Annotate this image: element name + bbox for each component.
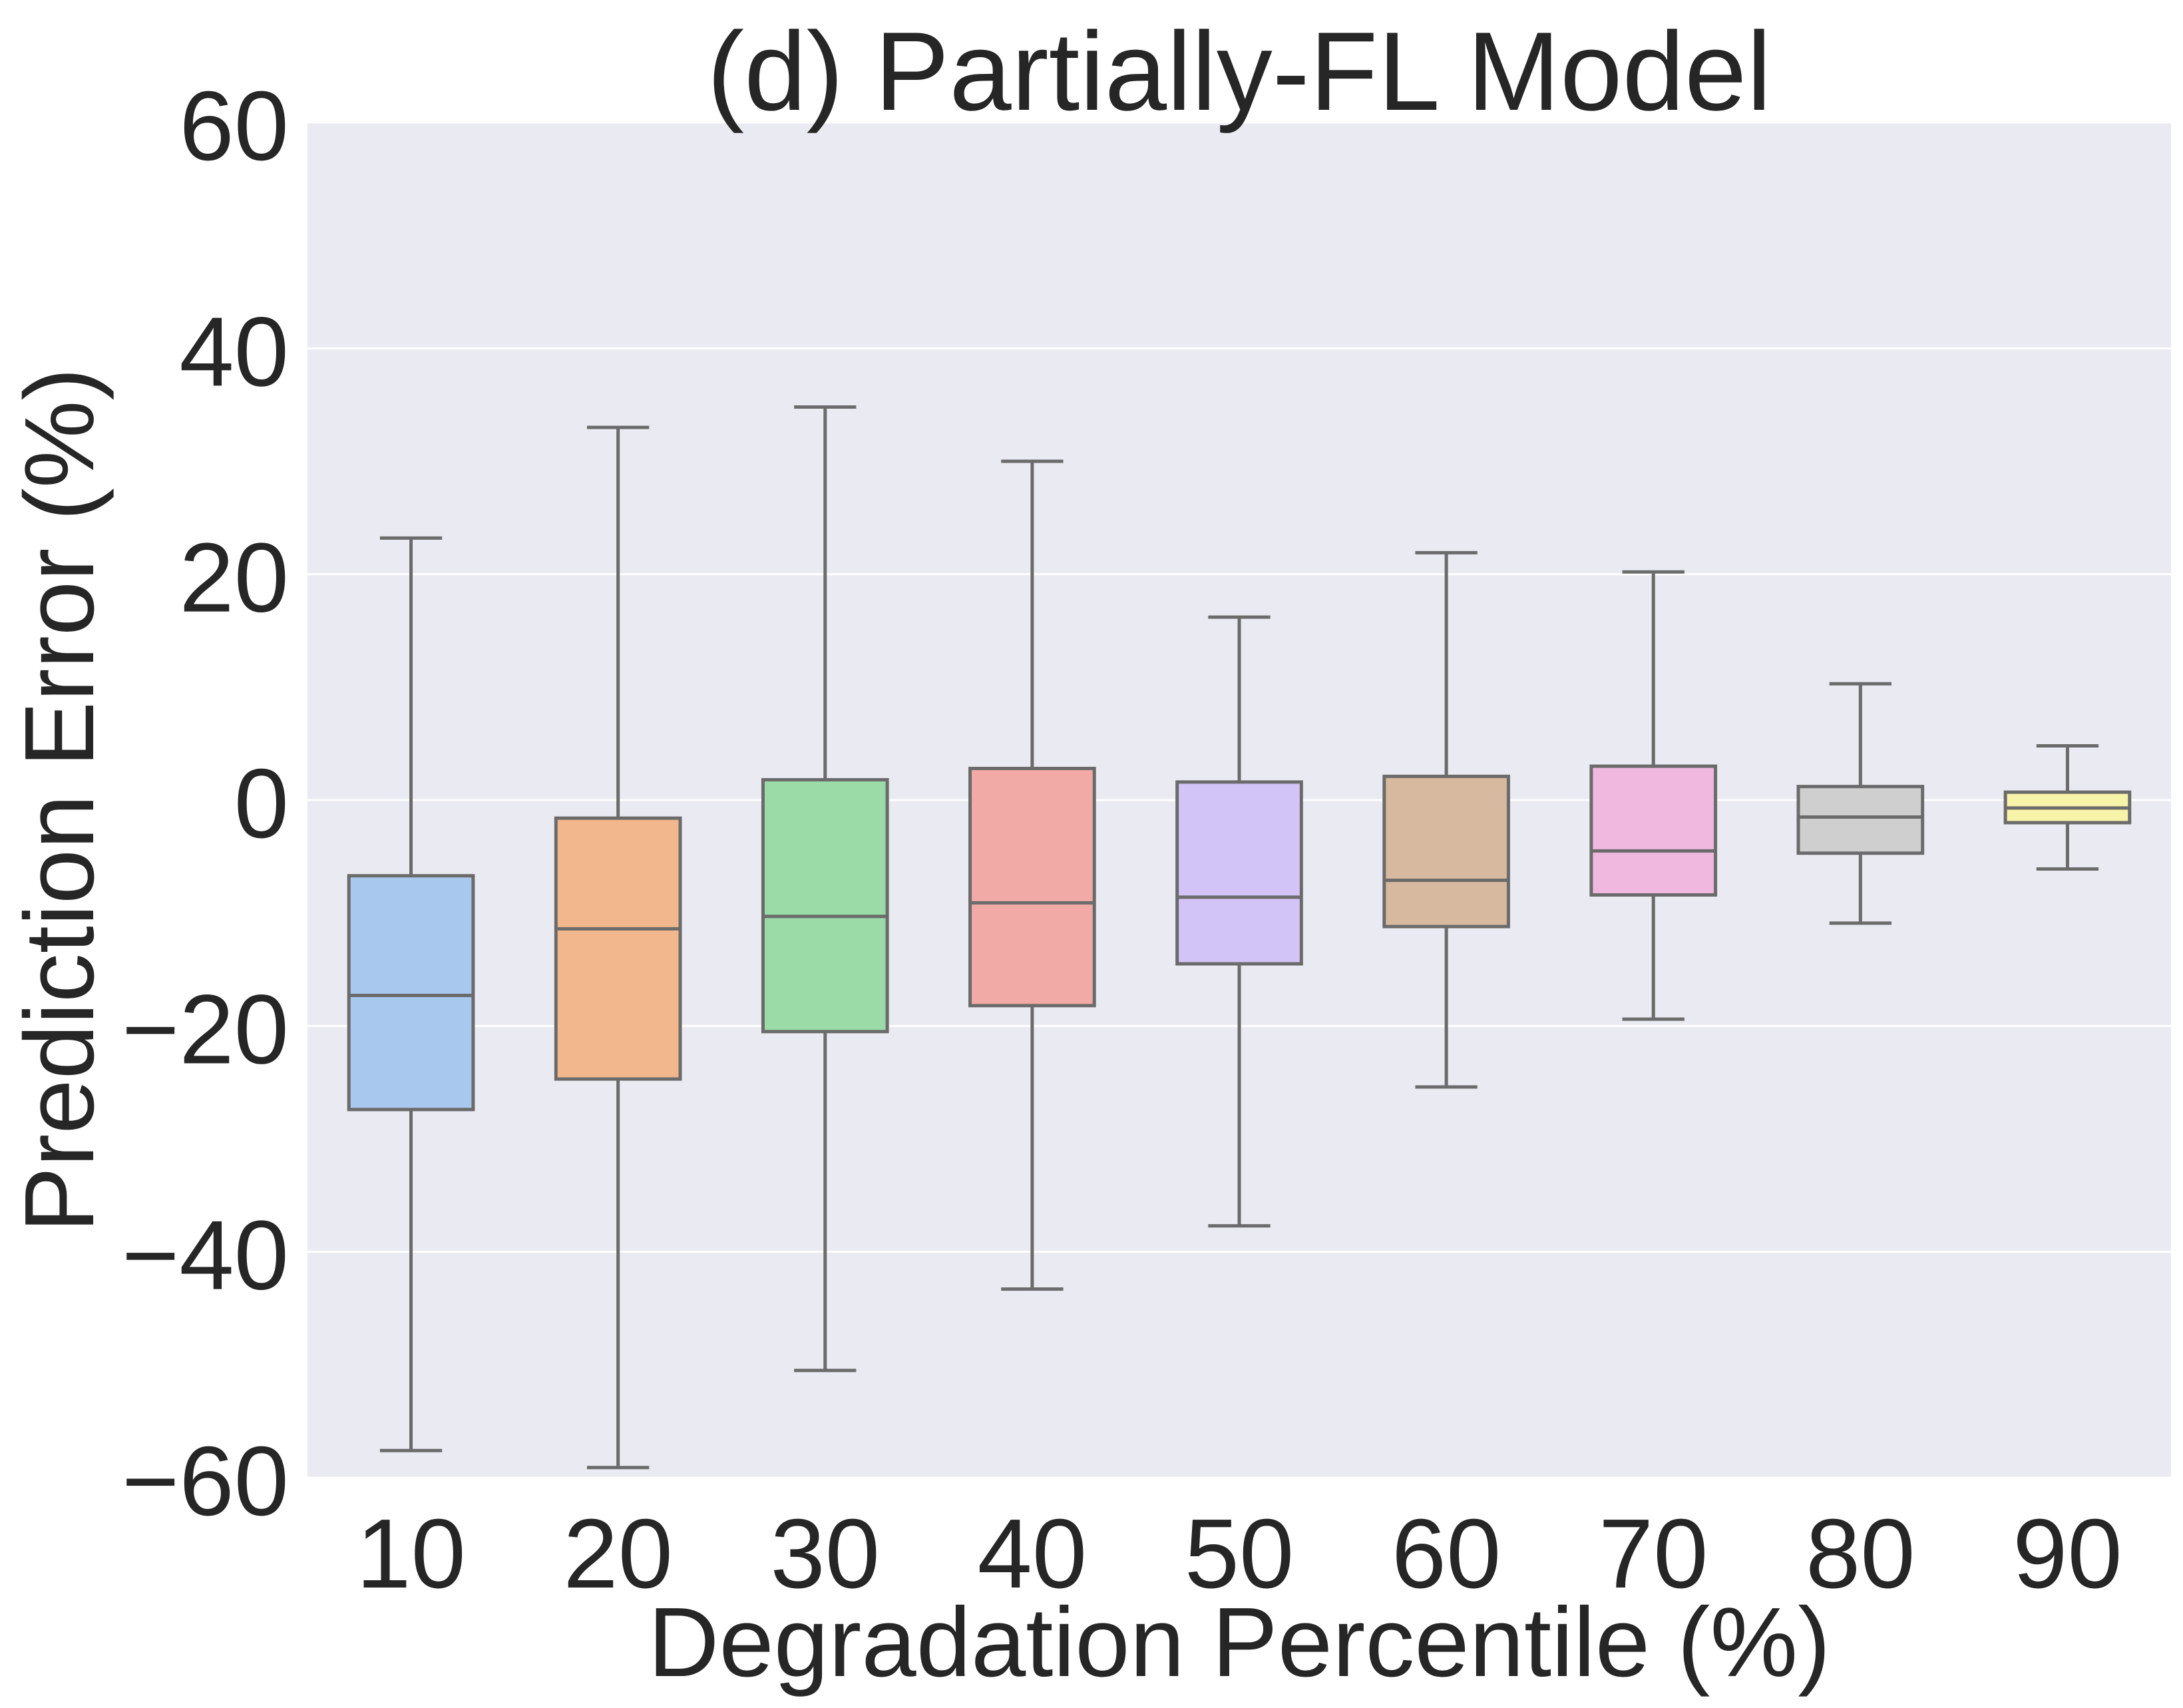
box-80 — [1796, 682, 1925, 925]
box-body — [1382, 774, 1510, 929]
x-tick-label: 20 — [563, 1499, 673, 1609]
x-tick-label: 90 — [2013, 1499, 2122, 1609]
x-tick-labels: 10 20 30 40 50 60 70 80 90 — [356, 1499, 2122, 1609]
box-70 — [1589, 570, 1718, 1021]
y-tick-label: −60 — [122, 1426, 289, 1536]
x-tick-label: 40 — [978, 1499, 1088, 1609]
box-body — [347, 874, 475, 1112]
box-10 — [347, 536, 475, 1452]
box-body — [968, 766, 1096, 1008]
box-60 — [1382, 550, 1510, 1089]
y-axis-label: Prediction Error (%) — [5, 367, 114, 1232]
x-tick-label: 70 — [1599, 1499, 1708, 1609]
box-body — [554, 816, 682, 1081]
box-50 — [1175, 615, 1303, 1228]
x-tick-label: 60 — [1392, 1499, 1501, 1609]
box-body — [1175, 780, 1303, 966]
boxes — [347, 405, 2132, 1470]
box-body — [1589, 764, 1718, 897]
x-tick-label: 30 — [770, 1499, 880, 1609]
y-tick-label: 20 — [179, 523, 289, 633]
box-40 — [968, 459, 1096, 1291]
x-axis-label: Degradation Percentile (%) — [648, 1588, 1831, 1697]
chart-title: (d) Partially-FL Model — [707, 9, 1772, 134]
y-tick-label: −40 — [122, 1201, 289, 1311]
y-tick-label: 0 — [234, 749, 289, 859]
box-body — [1796, 785, 1925, 855]
x-tick-label: 10 — [356, 1499, 466, 1609]
y-tick-label: 60 — [179, 71, 289, 181]
y-tick-label: 40 — [179, 297, 289, 407]
box-30 — [761, 405, 889, 1373]
x-tick-label: 80 — [1806, 1499, 1915, 1609]
box-20 — [554, 425, 682, 1470]
x-tick-label: 50 — [1185, 1499, 1294, 1609]
box-90 — [2003, 744, 2132, 871]
y-tick-label: −20 — [122, 974, 289, 1084]
y-tick-labels: −60 −40 −20 0 20 40 60 — [122, 71, 289, 1536]
box-body — [761, 777, 889, 1034]
